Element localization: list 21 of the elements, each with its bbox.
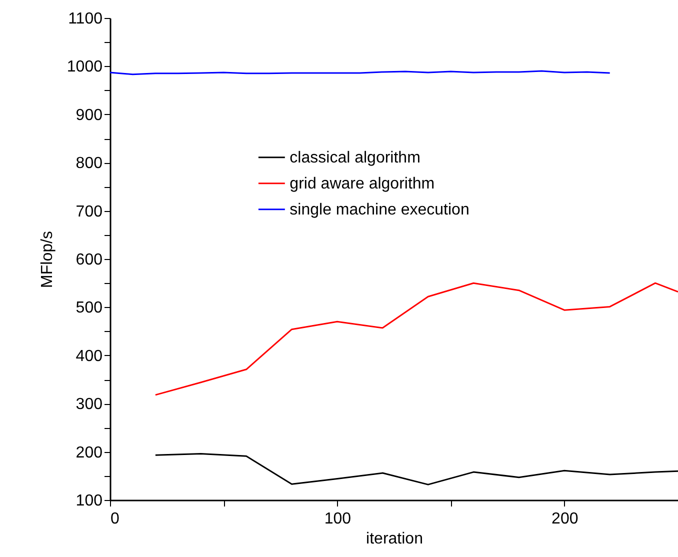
y-tick-label: 500 bbox=[76, 300, 103, 317]
x-tick-label: 100 bbox=[324, 510, 352, 528]
y-tick-label: 300 bbox=[76, 396, 103, 414]
legend-label: grid aware algorithm bbox=[290, 175, 435, 192]
y-tick-label: 800 bbox=[76, 155, 103, 172]
x-tick-label: 200 bbox=[552, 510, 578, 528]
y-tick-label: 1000 bbox=[66, 58, 103, 76]
legend-label: classical algorithm bbox=[290, 149, 420, 166]
x-tick-label: 0 bbox=[110, 510, 120, 528]
y-axis-title: MFlop/s bbox=[38, 231, 56, 288]
y-tick-label: 700 bbox=[76, 203, 103, 220]
y-tick-label: 600 bbox=[76, 252, 103, 268]
y-tick-label: 900 bbox=[76, 106, 103, 124]
x-axis-title: iteration bbox=[366, 530, 423, 548]
line-series bbox=[154, 452, 678, 486]
line-series bbox=[154, 282, 678, 396]
y-tick-label: 100 bbox=[76, 492, 103, 510]
y-tick-label: 1100 bbox=[68, 10, 103, 28]
y-tick-label: 200 bbox=[76, 444, 103, 462]
legend-label: single machine execution bbox=[290, 201, 470, 218]
y-tick-label: 400 bbox=[76, 348, 103, 365]
